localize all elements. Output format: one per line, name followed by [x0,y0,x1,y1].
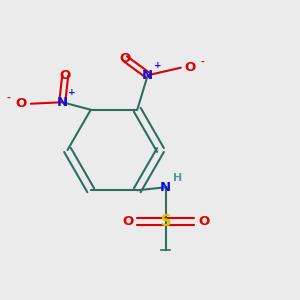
Text: +: + [154,61,161,70]
Text: N: N [57,96,68,109]
Text: N: N [142,69,153,82]
Text: O: O [198,215,209,228]
Text: O: O [120,52,131,65]
Text: O: O [122,215,133,228]
Text: -: - [200,58,204,67]
Text: H: H [172,173,182,183]
Text: S: S [160,214,171,229]
Text: N: N [160,181,171,194]
Text: +: + [68,88,76,97]
Text: -: - [6,94,10,103]
Text: O: O [15,97,26,110]
Text: O: O [184,61,195,74]
Text: O: O [60,69,71,82]
